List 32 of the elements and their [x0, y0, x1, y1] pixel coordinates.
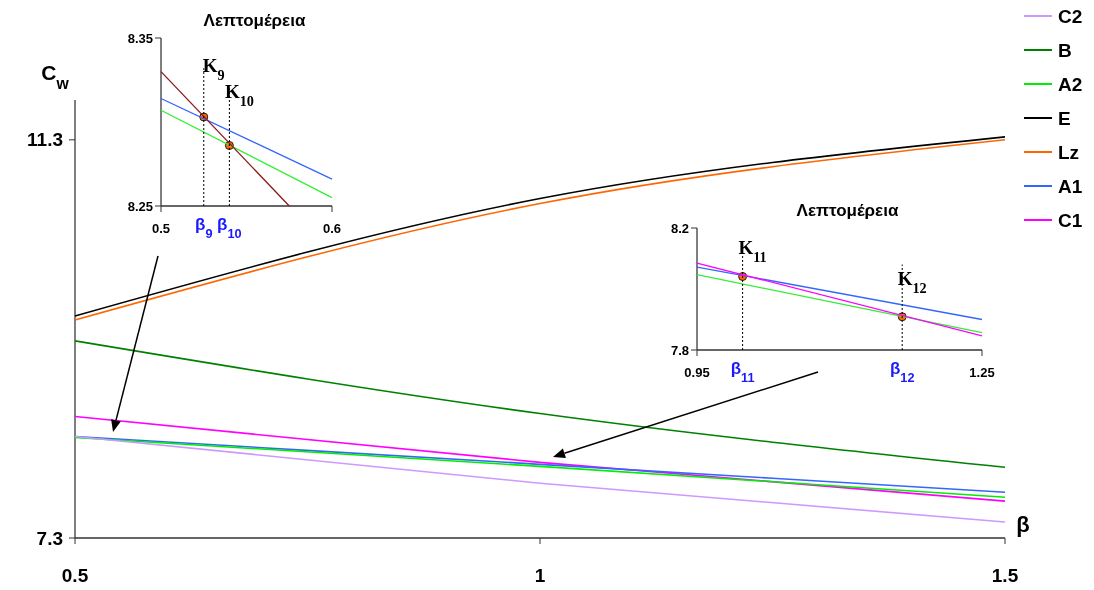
x-tick-label: 1: [534, 565, 546, 586]
x-tick-label: 1.5: [991, 565, 1019, 586]
annotation: K$_{12}$: [897, 268, 927, 297]
y-tick-label: 11.3: [27, 129, 63, 151]
annotation: K$_{9}$: [202, 54, 225, 83]
legend-label: Lz: [1058, 142, 1080, 163]
y-tick-label: 7.3: [36, 527, 63, 549]
legend-label: E: [1058, 108, 1071, 129]
legend-label: B: [1058, 40, 1072, 61]
y-tick-label: 7.8: [670, 342, 689, 358]
x-axis-title: β: [1016, 512, 1030, 537]
y-tick-label: 8.2: [670, 220, 689, 236]
y-tick-label: 8.25: [127, 198, 153, 214]
ref-line-label: β$_{12}$: [889, 359, 915, 385]
x-tick-label: 1.25: [969, 365, 995, 380]
legend-label: A2: [1058, 74, 1083, 95]
legend-label: A1: [1058, 176, 1083, 197]
x-tick-label: 0.95: [684, 365, 710, 380]
legend-label: C2: [1058, 6, 1083, 27]
y-tick-label: 8.35: [127, 30, 153, 46]
x-tick-label: 0.5: [151, 221, 171, 236]
y-axis-title: C$_{w}$: [41, 61, 70, 92]
x-tick-label: 0.6: [322, 221, 342, 236]
annotation: K$_{11}$: [738, 236, 767, 265]
ref-line-label: β$_{9}$: [195, 215, 213, 241]
annotation: K$_{10}$: [224, 81, 254, 110]
chart-title: Λεπτομέρεια: [796, 201, 899, 220]
chart-title: Λεπτομέρεια: [203, 11, 306, 30]
ref-line-label: β$_{11}$: [730, 359, 755, 385]
x-tick-label: 0.5: [61, 565, 89, 586]
ref-line-label: β$_{10}$: [217, 215, 242, 241]
legend-label: C1: [1058, 210, 1083, 231]
